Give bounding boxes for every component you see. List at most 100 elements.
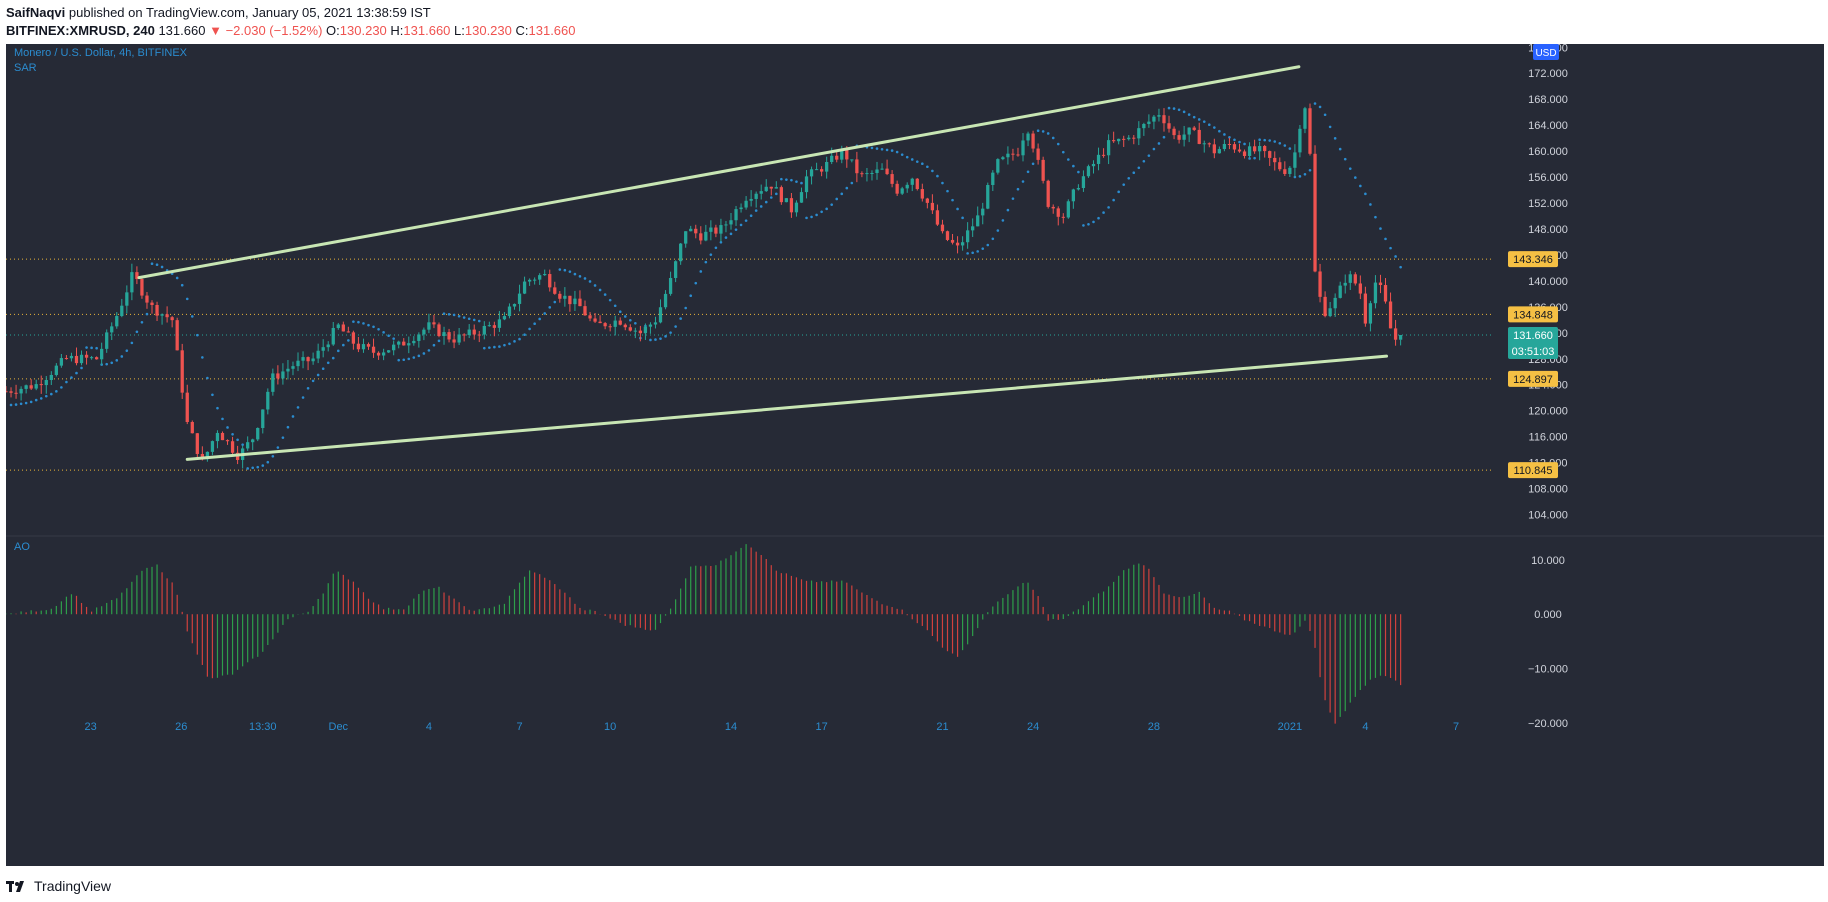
level-label: 124.897 [1513,374,1553,386]
candle-body [281,371,285,379]
candle-body [1026,133,1030,141]
candle-body [1348,274,1352,283]
time-axis-tick: 4 [1362,721,1368,733]
sar-dot [372,325,375,329]
sar-dot [523,333,526,337]
sar-dot [397,358,401,362]
sar-dot [915,160,919,163]
sar-dot [1238,140,1241,144]
tradingview-logo-icon[interactable] [6,879,28,893]
ao-legend: AO [14,541,30,553]
sar-dot [392,337,395,340]
sar-dot [221,417,224,421]
candle-body [467,329,471,336]
sar-dot [261,464,265,467]
sar-dot [115,359,119,362]
candle-body [628,327,632,331]
sar-dot [603,293,607,296]
sar-dot [538,317,541,321]
down-triangle-icon: ▼ [209,23,222,38]
axis-layer: 104.000108.000112.000116.000120.000124.0… [6,44,1824,733]
sar-dot [1338,147,1342,151]
sar-dot [1097,216,1100,220]
footer-brand[interactable]: TradingView [34,878,112,894]
sar-dot [60,386,63,389]
sar-dot [679,317,682,320]
candle-body [306,357,310,362]
candle-body [1278,162,1282,170]
sar-dot [125,349,129,353]
candle-body [794,202,799,213]
sar-dot [70,376,73,379]
chart-area[interactable]: 104.000108.000112.000116.000120.000124.0… [6,44,1824,866]
candle-body [432,322,436,325]
channel-trendline[interactable] [137,65,1301,280]
candle-body [553,287,557,294]
price-axis-tick: 160.000 [1528,146,1568,158]
sar-dot [271,454,275,458]
sar-dot [1233,138,1236,142]
candle-body [643,326,648,334]
trendlines-layer[interactable] [137,65,1389,461]
sar-dot [402,358,406,362]
sar-dot [800,181,803,185]
time-axis-tick: 13:30 [249,721,277,733]
candle-body [1222,143,1227,150]
time-axis-tick: Dec [329,721,349,733]
candle-body [1046,180,1050,207]
ao-layer [6,544,1402,724]
candle-body [522,281,527,294]
sar-dot [80,366,83,370]
sar-dot [1177,108,1181,112]
current-price-label: 131.660 [1513,330,1553,342]
sar-dot [905,155,909,159]
sar-dot [921,162,924,166]
candle-body [603,323,607,327]
sar-dot [175,276,179,280]
currency-button [1533,44,1559,60]
candle-body [880,168,884,170]
sar-dot [1328,125,1332,129]
sar-dot [931,169,934,173]
close-value: 131.660 [528,23,576,38]
sar-dot [211,393,214,397]
sar-dot [588,280,592,283]
sar-dot [790,178,793,182]
candle-body [1132,137,1136,139]
candle-body [940,224,945,232]
candle-body [1298,128,1302,153]
sar-dot [1248,157,1251,160]
candle-body [835,155,839,160]
candle-body [638,330,643,334]
candle-body [487,325,491,327]
candle-body [412,340,416,344]
sar-dot [1253,156,1256,160]
candle-body [1152,116,1156,122]
sar-dot [674,325,677,328]
sar-dot [90,346,93,350]
sar-dot [850,181,854,185]
candle-body [996,159,1000,173]
candle-body [1318,271,1322,297]
sar-dot [457,314,461,318]
sar-dot [659,337,662,340]
sar-dot [835,197,839,201]
low-value: 130.230 [464,23,512,38]
candle-body [1137,128,1141,139]
candle-body [381,352,386,356]
publisher-name[interactable]: SaifNaqvi [6,5,66,20]
sar-dot [1308,168,1312,172]
candle-body [1006,153,1010,158]
candle-body [754,193,758,199]
sar-dot [966,252,969,255]
candle-body [971,226,975,231]
candle-body [1112,140,1116,142]
candle-body [1096,154,1101,164]
price-chart-svg[interactable]: 104.000108.000112.000116.000120.000124.0… [6,44,1824,866]
sar-dot [452,313,456,317]
sar-dot [764,200,768,204]
candle-body [578,298,582,307]
channel-trendline[interactable] [185,354,1389,461]
sar-dot [634,321,637,325]
chart-legend-item: Monero / U.S. Dollar, 4h, BITFINEX [14,47,188,59]
